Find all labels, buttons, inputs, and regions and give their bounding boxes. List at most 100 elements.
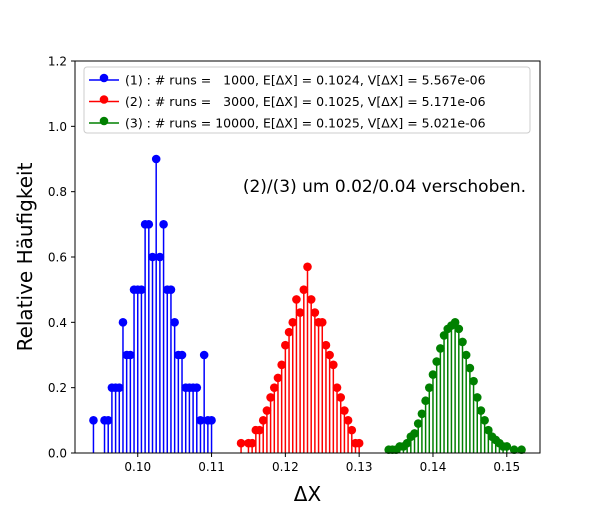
stem-marker (262, 406, 272, 415)
stem-marker (292, 295, 301, 304)
x-tick-label: 0.15 (493, 460, 520, 474)
y-axis-label: Relative Häufigkeit (13, 162, 37, 351)
stem-marker (469, 376, 478, 386)
stem-marker (273, 373, 283, 383)
stem-marker (306, 295, 316, 304)
legend-item-3: (3) : # runs = 10000, E[ΔX] = 0.1025, V[… (89, 116, 486, 131)
stem-marker (321, 340, 331, 350)
x-tick-label: 0.14 (420, 460, 447, 474)
stem-marker (151, 154, 161, 164)
series-1 (89, 154, 216, 453)
stem-marker (269, 383, 279, 392)
x-tick-label: 0.12 (272, 460, 299, 474)
stem-marker (343, 416, 353, 425)
stem-marker (258, 416, 268, 425)
stem-marker (137, 285, 146, 294)
stem-marker (299, 285, 309, 294)
stem-marker (284, 327, 294, 337)
stem-marker (517, 445, 526, 455)
stem-marker (439, 331, 449, 340)
stem-marker (450, 318, 460, 327)
y-tick-label: 0.4 (48, 316, 67, 330)
stem-marker (421, 396, 430, 406)
stem-marker (402, 438, 412, 448)
y-tick-label: 0.0 (48, 447, 67, 461)
stem-marker (126, 350, 135, 360)
stem-marker (336, 393, 346, 402)
stem-marker (454, 324, 464, 334)
stem-marker (277, 360, 286, 370)
stem-marker (148, 252, 157, 262)
stem-marker (465, 363, 475, 373)
legend-box (83, 66, 531, 134)
stem-marker (509, 445, 519, 455)
y-tick-label: 1.2 (48, 55, 67, 69)
x-tick-label: 0.10 (124, 460, 151, 474)
stem-marker (436, 344, 445, 353)
stem-marker (155, 252, 165, 262)
stem-marker (288, 318, 298, 327)
stem-marker (502, 442, 512, 451)
stem-marker (303, 262, 312, 272)
y-tick-label: 1.0 (48, 120, 67, 134)
stem-marker (432, 357, 441, 366)
stem-marker (170, 318, 179, 327)
shift-annotation: (2)/(3) um 0.02/0.04 verschoben. (243, 177, 526, 197)
legend-marker (99, 95, 109, 104)
stem-marker (354, 438, 364, 448)
stem-marker (166, 285, 176, 294)
legend-marker (99, 73, 109, 83)
stem-marker (410, 429, 419, 438)
stem-marker (207, 416, 216, 425)
legend-item-1: (1) : # runs = 1000, E[ΔX] = 0.1024, V[Δ… (89, 73, 486, 88)
stem-marker (424, 383, 434, 392)
stem-marker (199, 350, 209, 360)
stem-marker (103, 416, 113, 425)
stem-marker (458, 337, 467, 347)
stem-marker (114, 383, 124, 392)
stem-marker (347, 425, 357, 435)
x-axis-ticks: 0.10 0.11 0.12 0.13 0.14 0.15 (124, 453, 520, 474)
legend-label: (2) : # runs = 3000, E[ΔX] = 0.1025, V[Δ… (125, 94, 486, 109)
stem-marker (255, 425, 264, 435)
legend-label: (3) : # runs = 10000, E[ΔX] = 0.1025, V[… (125, 116, 486, 131)
stem-marker (177, 350, 187, 360)
x-tick-label: 0.13 (346, 460, 373, 474)
stem-marker (89, 416, 98, 425)
stem-marker (236, 438, 246, 448)
x-axis-label: ΔX (294, 482, 322, 506)
legend-marker (99, 116, 109, 126)
stem-marker (247, 438, 257, 448)
legend: (1) : # runs = 1000, E[ΔX] = 0.1024, V[Δ… (83, 66, 531, 134)
y-tick-label: 0.8 (48, 185, 67, 199)
stem-marker (472, 393, 482, 402)
stem-marker (484, 425, 493, 435)
stem-marker (281, 340, 290, 350)
x-tick-label: 0.11 (198, 460, 225, 474)
stem-marker (310, 308, 320, 317)
stem-marker (413, 419, 423, 428)
stem-marker (325, 350, 334, 360)
stem-marker (329, 360, 338, 370)
y-tick-label: 0.2 (48, 381, 67, 395)
stem-marker (144, 220, 154, 229)
stem-marker (295, 308, 305, 317)
stem-marker (461, 350, 471, 360)
stem-marker (417, 409, 427, 419)
y-tick-label: 0.6 (48, 251, 67, 265)
stem-marker (266, 393, 275, 402)
stem-marker (159, 220, 168, 229)
legend-item-2: (2) : # runs = 3000, E[ΔX] = 0.1025, V[Δ… (89, 94, 486, 109)
stem-marker (118, 318, 128, 327)
stem-marker (428, 370, 438, 379)
series-3 (384, 318, 526, 455)
stem-marker (192, 383, 202, 392)
stem-marker (476, 406, 486, 415)
stem-marker (196, 416, 205, 425)
stem-marker (480, 416, 489, 425)
stem-marker (317, 318, 327, 327)
stem-marker (340, 406, 349, 415)
y-axis-ticks: 0.0 0.2 0.4 0.6 0.8 1.0 1.2 (48, 55, 75, 461)
legend-label: (1) : # runs = 1000, E[ΔX] = 0.1024, V[Δ… (125, 73, 486, 88)
